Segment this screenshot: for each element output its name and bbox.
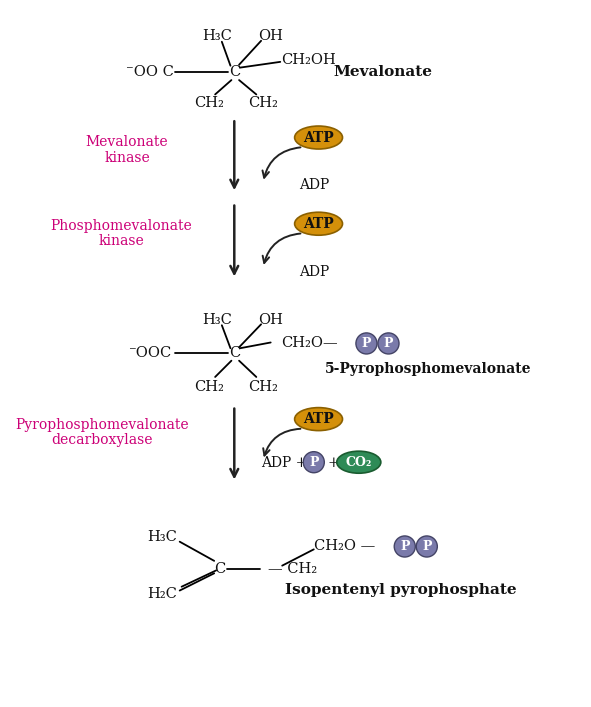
Ellipse shape [295, 408, 343, 431]
Text: decarboxylase: decarboxylase [51, 433, 153, 447]
Text: +: + [327, 456, 339, 470]
Text: Isopentenyl pyrophosphate: Isopentenyl pyrophosphate [285, 583, 517, 597]
Text: CH₂: CH₂ [194, 96, 225, 110]
Text: H₃C: H₃C [202, 29, 232, 43]
Circle shape [416, 536, 437, 557]
Ellipse shape [295, 126, 343, 149]
Text: — CH₂: — CH₂ [268, 561, 317, 575]
Text: ⁻OO C: ⁻OO C [126, 66, 174, 79]
Ellipse shape [295, 212, 343, 235]
Text: P: P [362, 337, 371, 350]
Text: OH: OH [258, 29, 283, 43]
Text: Mevalonate: Mevalonate [333, 66, 432, 79]
Text: kinase: kinase [98, 234, 144, 248]
Text: H₃C: H₃C [202, 312, 232, 327]
Text: Pyrophosphomevalonate: Pyrophosphomevalonate [15, 418, 189, 432]
Text: CH₂: CH₂ [194, 380, 225, 394]
Text: OH: OH [258, 312, 283, 327]
Text: ADP: ADP [300, 178, 330, 192]
Text: ⁻OOC: ⁻OOC [128, 346, 171, 360]
Text: C: C [230, 346, 241, 360]
Text: Phosphomevalonate: Phosphomevalonate [50, 218, 192, 233]
Text: 5-Pyrophosphomevalonate: 5-Pyrophosphomevalonate [324, 362, 531, 376]
Text: CH₂: CH₂ [248, 96, 278, 110]
Text: C: C [230, 66, 241, 79]
Circle shape [356, 333, 377, 354]
Text: ATP: ATP [303, 217, 334, 230]
Circle shape [378, 333, 399, 354]
Text: ATP: ATP [303, 412, 334, 426]
Text: CH₂OH: CH₂OH [282, 53, 336, 67]
Text: H₂C: H₂C [148, 588, 177, 602]
Text: CH₂: CH₂ [248, 380, 278, 394]
Text: P: P [384, 337, 393, 350]
Text: Mevalonate: Mevalonate [86, 135, 168, 149]
Text: P: P [400, 540, 410, 553]
Text: ATP: ATP [303, 131, 334, 144]
Circle shape [303, 452, 324, 473]
Ellipse shape [337, 451, 381, 473]
Text: C: C [215, 561, 226, 575]
Text: CH₂O —: CH₂O — [314, 539, 375, 554]
Text: ADP +: ADP + [261, 456, 307, 470]
Text: kinase: kinase [104, 151, 150, 165]
Text: H₃C: H₃C [148, 530, 177, 544]
Text: CH₂O—: CH₂O— [281, 337, 337, 351]
Text: ADP: ADP [300, 264, 330, 279]
Circle shape [394, 536, 415, 557]
Text: P: P [309, 456, 319, 469]
Text: P: P [422, 540, 431, 553]
Text: CO₂: CO₂ [346, 456, 372, 469]
